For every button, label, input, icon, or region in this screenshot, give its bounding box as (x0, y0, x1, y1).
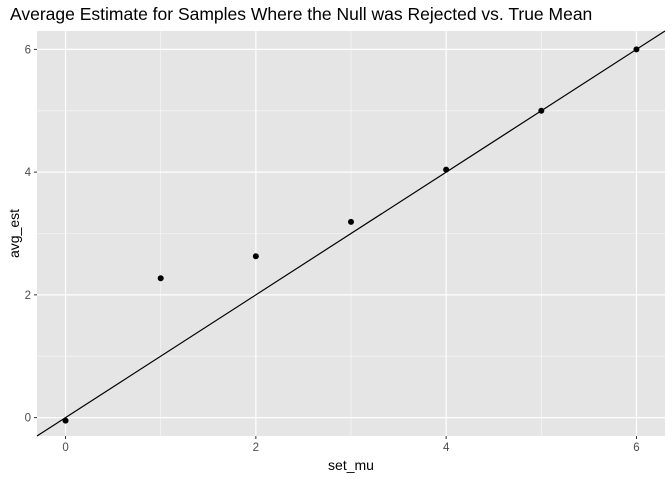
major-gridlines (37, 31, 665, 436)
data-point (538, 107, 545, 114)
data-point (157, 275, 164, 282)
data-point (348, 218, 354, 225)
x-tick-label: 2 (253, 442, 259, 454)
data-points (62, 46, 640, 424)
reference-line (36, 30, 666, 437)
x-tick-label: 4 (443, 442, 450, 454)
y-axis: 0 2 4 6 (25, 44, 37, 425)
chart-title: Average Estimate for Samples Where the N… (10, 4, 592, 24)
y-axis-title: avg_est (6, 209, 22, 258)
y-tick-label: 2 (25, 290, 31, 302)
x-axis-title: set_mu (328, 457, 374, 473)
x-tick-label: 0 (62, 442, 68, 454)
y-tick-label: 6 (25, 44, 31, 56)
x-tick-label: 6 (633, 442, 639, 454)
y-tick-label: 0 (25, 413, 31, 425)
y-tick-label: 4 (25, 167, 32, 179)
data-point (443, 166, 450, 173)
data-point (62, 417, 69, 424)
x-axis: 0 2 4 6 (62, 436, 640, 454)
data-point (633, 46, 640, 53)
data-point (252, 253, 259, 260)
